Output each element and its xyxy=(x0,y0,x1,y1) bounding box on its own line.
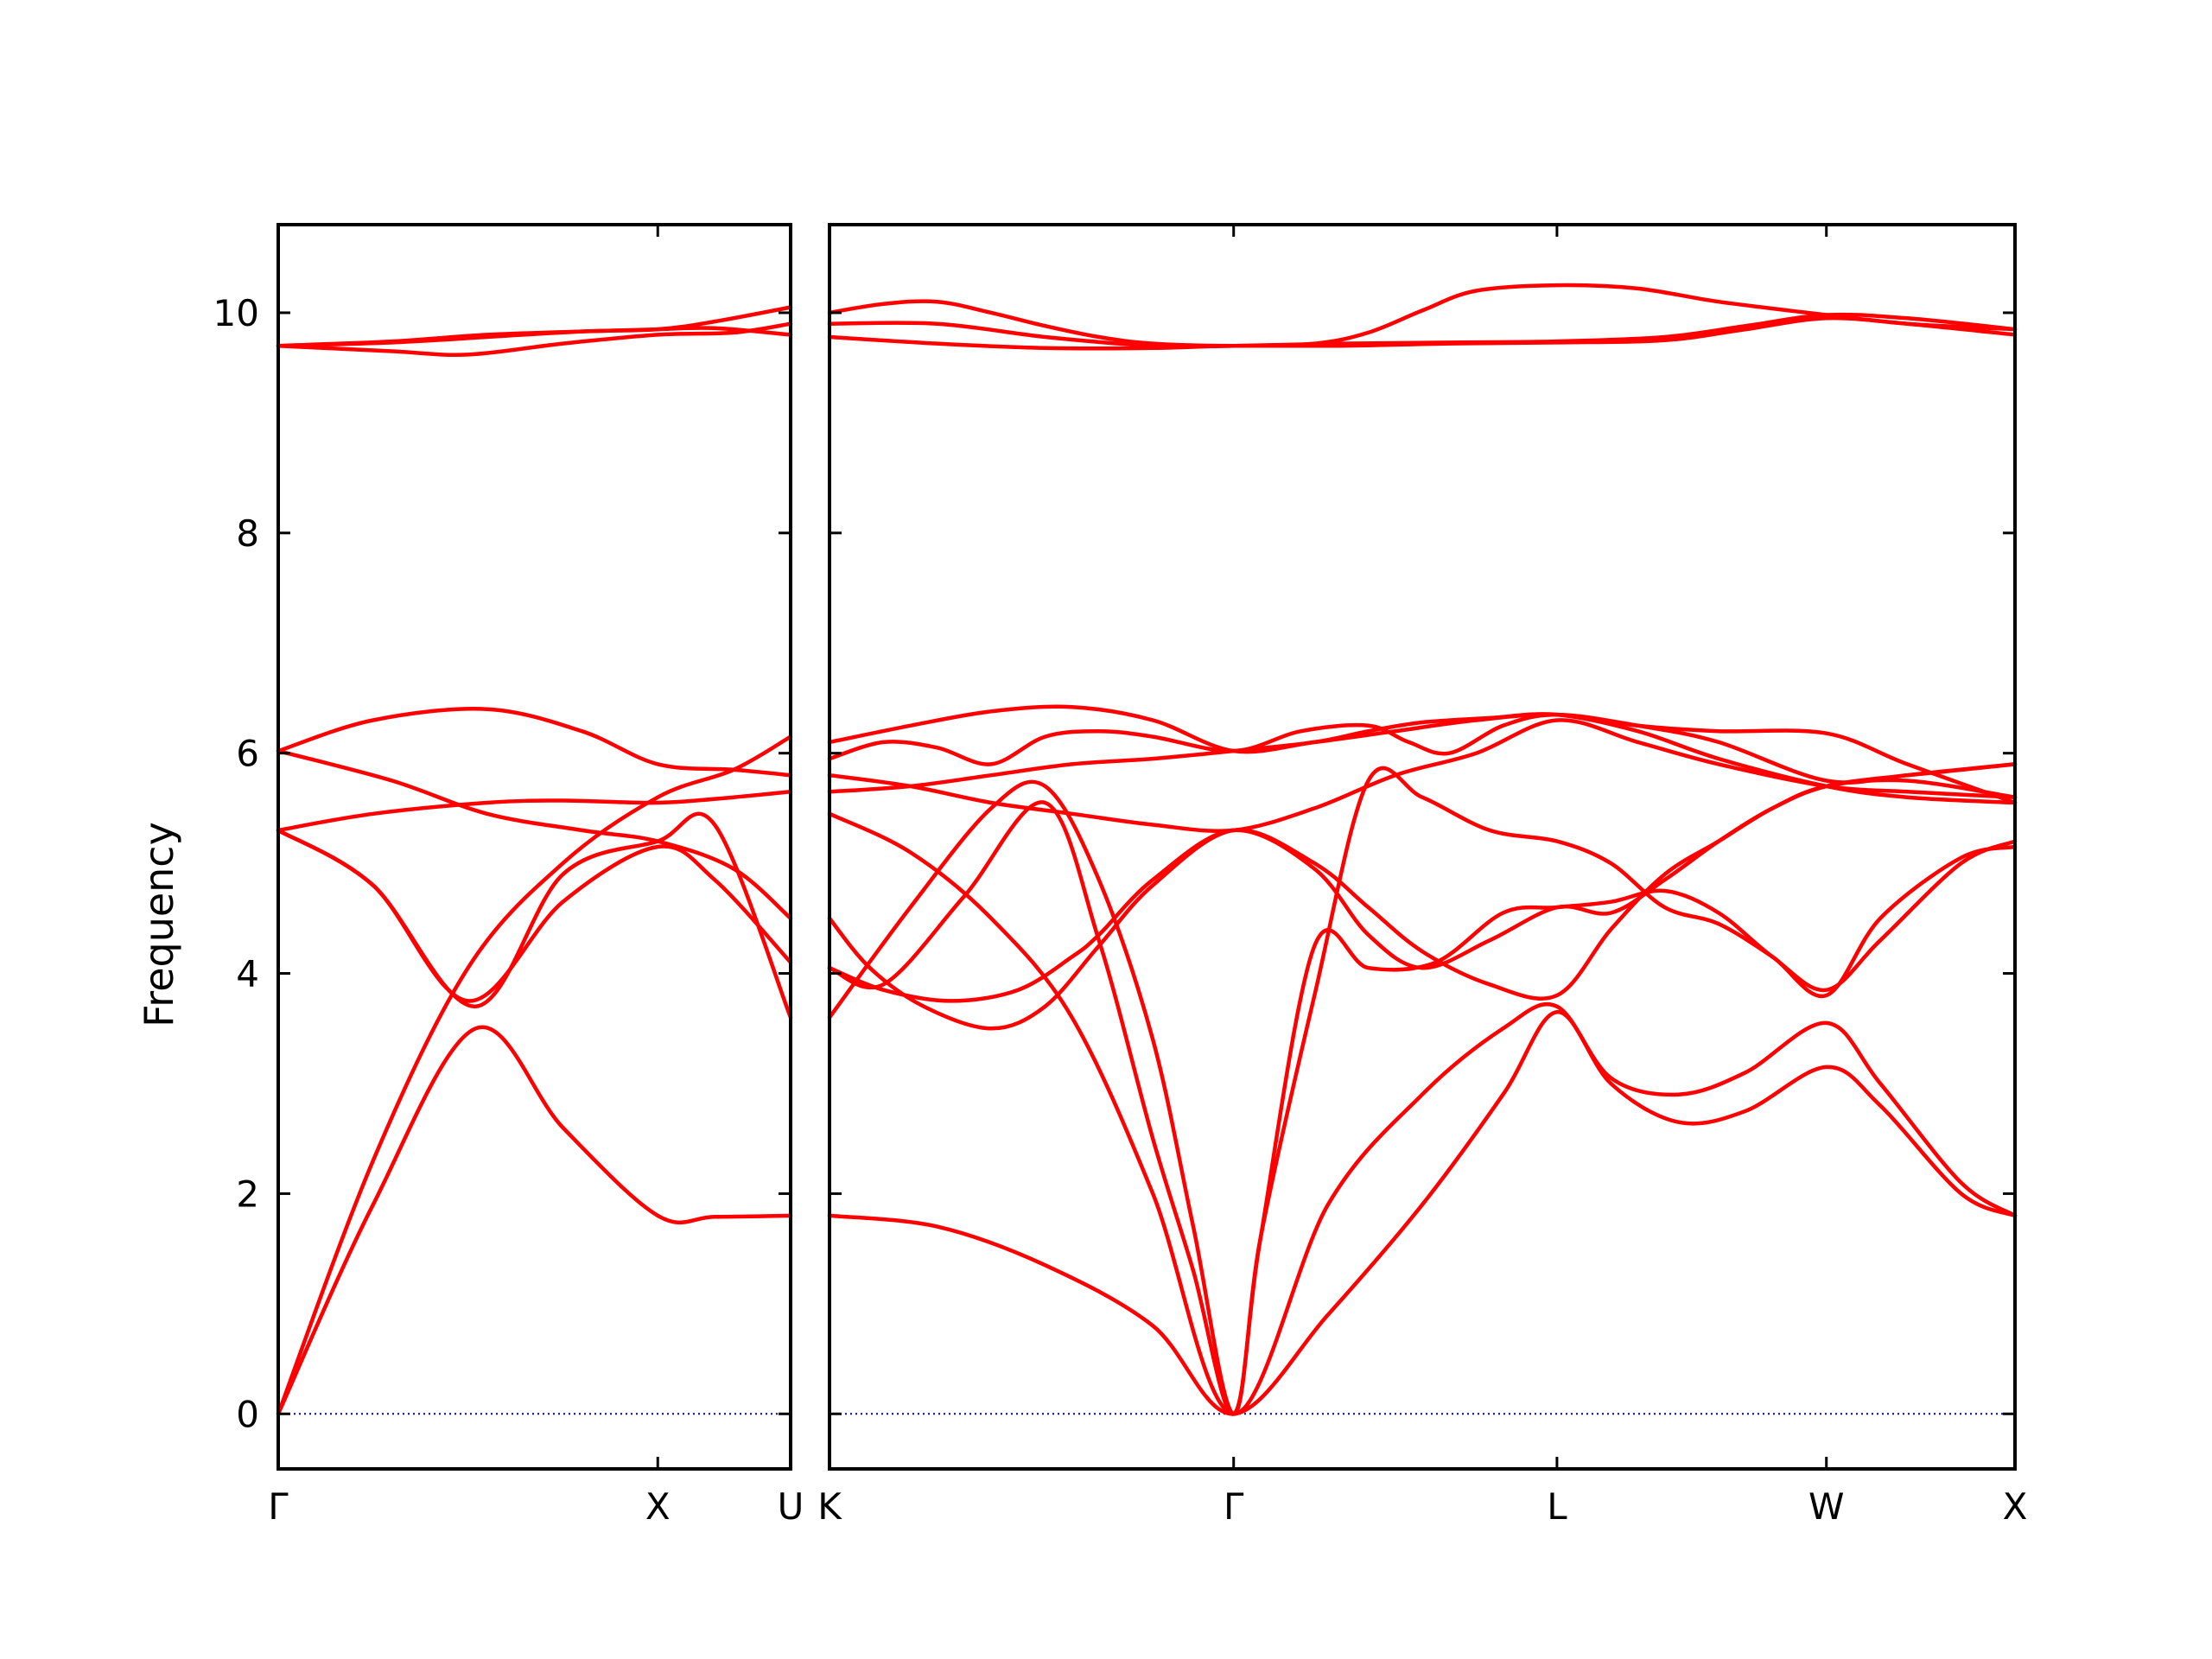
left-band-line-1 xyxy=(276,1025,793,1416)
right-band-line-3 xyxy=(827,766,2018,1416)
right-band-line-2 xyxy=(827,811,2018,1416)
left-band-line-7 xyxy=(276,707,793,778)
left-x-tick-label-3: U xyxy=(778,1485,804,1528)
right-x-tick-label-5: X xyxy=(2003,1485,2028,1528)
right-band-line-6 xyxy=(827,778,2018,1003)
right-band-line-13 xyxy=(827,283,2018,348)
left-band-line-5 xyxy=(276,790,793,833)
y-axis-title: Frequency xyxy=(136,822,182,1027)
y-tick-label-6: 6 xyxy=(236,733,259,775)
right-x-tick-label-3: L xyxy=(1547,1485,1567,1528)
y-tick-label-4: 4 xyxy=(236,953,259,995)
left-x-tick-label-1: Γ xyxy=(268,1485,289,1528)
left-plot-frame xyxy=(276,223,792,1471)
right-x-tick-label-4: W xyxy=(1808,1485,1845,1528)
left-panel: 0 2 4 6 8 10 Γ X U xyxy=(213,223,804,1528)
right-plot-frame xyxy=(828,223,2017,1471)
right-band-line-9 xyxy=(827,712,2018,785)
right-band-line-1 xyxy=(827,1009,2018,1416)
y-tick-label-0: 0 xyxy=(236,1393,259,1435)
left-band-line-8 xyxy=(276,321,793,357)
left-band-line-2 xyxy=(276,734,793,1416)
y-tick-label-8: 8 xyxy=(236,512,259,555)
y-tick-label-2: 2 xyxy=(236,1173,259,1215)
y-tick-label-10: 10 xyxy=(213,292,259,334)
left-band-line-6 xyxy=(276,748,793,921)
right-band-line-8 xyxy=(827,712,2018,805)
right-band-line-10 xyxy=(827,704,2018,805)
left-band-line-10 xyxy=(276,326,793,348)
left-x-tick-label-2: X xyxy=(645,1485,671,1528)
right-x-tick-label-1: K xyxy=(817,1485,842,1528)
right-x-tick-label-2: Γ xyxy=(1224,1485,1244,1528)
left-band-line-4 xyxy=(276,811,793,1020)
right-band-line-4 xyxy=(827,800,2018,1416)
